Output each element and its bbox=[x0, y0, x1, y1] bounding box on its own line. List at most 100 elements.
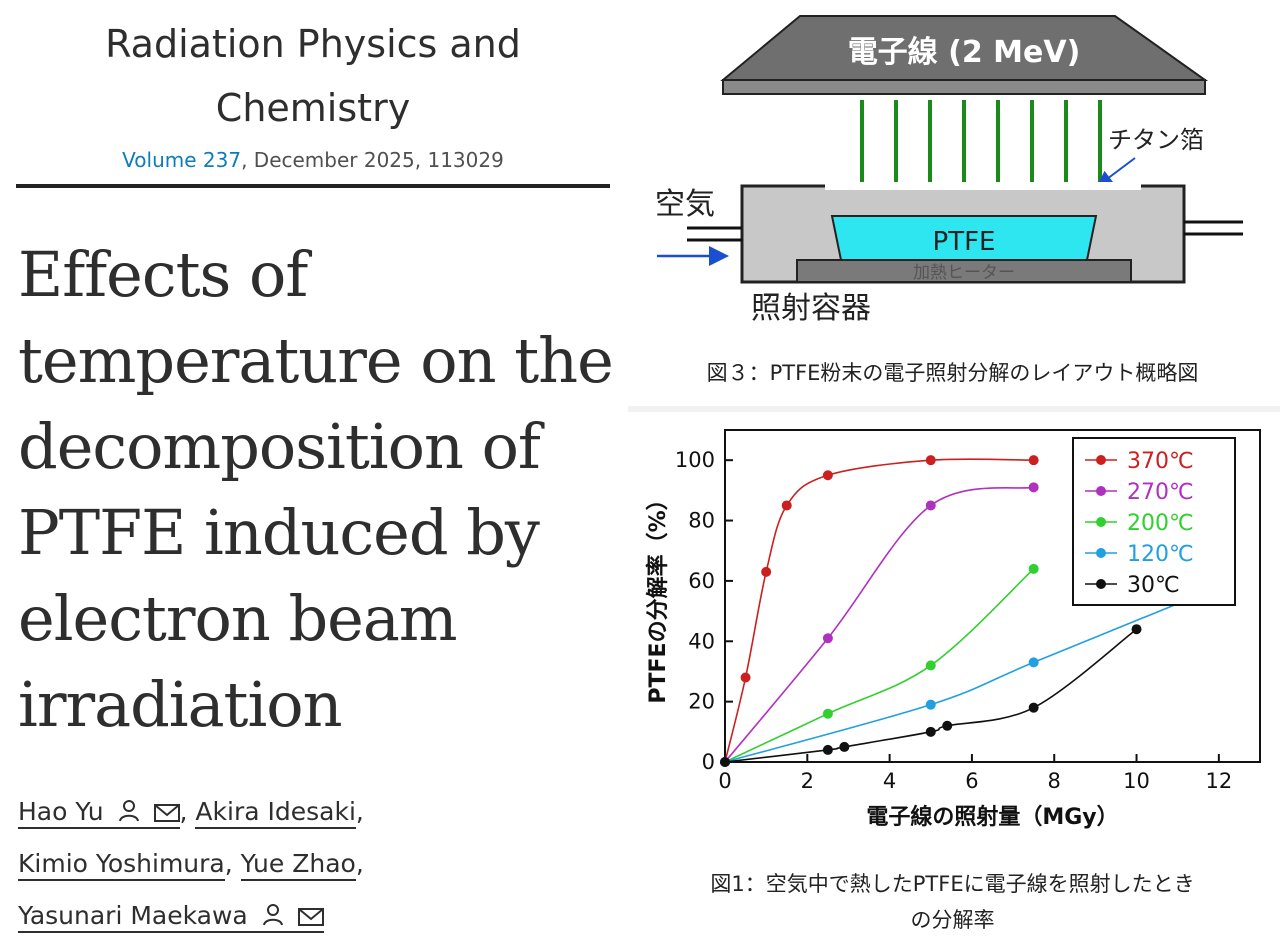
author-separator: , bbox=[355, 797, 364, 826]
gun-base bbox=[722, 79, 1206, 95]
mail-icon bbox=[297, 908, 324, 926]
y-tick-label: 40 bbox=[688, 629, 715, 653]
author-separator: , bbox=[355, 849, 364, 878]
journal-name[interactable]: Radiation Physics and Chemistry bbox=[18, 12, 608, 140]
figure3-diagram: 電子線 (2 MeV) チタン箔 PTFE 加熱ヒーター 空気 照射容器 bbox=[655, 15, 1243, 326]
vessel-label: 照射容器 bbox=[751, 291, 871, 326]
data-point bbox=[1028, 482, 1039, 493]
data-point bbox=[1131, 624, 1142, 635]
chart-legend: 370℃ 270℃ 200℃ 120℃ 30℃ bbox=[1072, 437, 1236, 606]
legend-label: 200℃ bbox=[1127, 511, 1194, 536]
series-line bbox=[724, 458, 1034, 763]
legend-swatch-marker bbox=[1096, 579, 1106, 589]
figure3-caption: 図３：PTFE粉末の電子照射分解のレイアウト概略図 bbox=[706, 361, 1199, 385]
beam-label: 電子線 (2 MeV) bbox=[848, 35, 1081, 70]
data-point bbox=[942, 720, 953, 731]
journal-name-line1: Radiation Physics and bbox=[105, 22, 521, 66]
series bbox=[720, 563, 1039, 767]
foil-label: チタン箔 bbox=[1108, 126, 1204, 154]
person-icon bbox=[262, 904, 283, 926]
data-point bbox=[1028, 657, 1039, 668]
volume-link[interactable]: Volume 237 bbox=[122, 148, 242, 172]
figure1-chart: 0 2 4 6 8 10 12 0 20 40 60 80 100 電子線の照射量（MGy） PTFEの分解… bbox=[645, 429, 1261, 830]
data-point bbox=[720, 757, 730, 767]
legend-label: 30℃ bbox=[1127, 573, 1180, 598]
data-point bbox=[822, 470, 833, 481]
data-point bbox=[839, 741, 850, 752]
y-tick-label: 100 bbox=[675, 448, 715, 472]
plot-frame bbox=[724, 429, 1261, 763]
y-axis-label: PTFEの分解率（%） bbox=[645, 488, 671, 703]
y-tick-label: 60 bbox=[688, 569, 715, 593]
data-point bbox=[781, 500, 792, 511]
x-tick-label: 4 bbox=[883, 769, 896, 793]
legend-swatch-marker bbox=[1096, 517, 1106, 527]
foil-pointer bbox=[1096, 157, 1136, 187]
person-icon bbox=[118, 800, 139, 822]
data-point bbox=[822, 708, 833, 719]
x-tick-label: 2 bbox=[801, 769, 814, 793]
mail-icon bbox=[153, 804, 180, 822]
author-link[interactable]: Hao Yu bbox=[18, 797, 180, 829]
data-point bbox=[925, 726, 936, 737]
title-line: decomposition of bbox=[18, 410, 541, 483]
titanium-foil-window bbox=[825, 182, 1141, 190]
author-separator: , bbox=[179, 797, 188, 826]
figure1-caption: 図1：空気中で熱したPTFEに電子線を照射したとき の分解率 bbox=[625, 866, 1280, 938]
legend-label: 270℃ bbox=[1127, 480, 1194, 505]
x-tick-label: 8 bbox=[1048, 769, 1061, 793]
data-point bbox=[822, 744, 833, 755]
author-link[interactable]: Kimio Yoshimura bbox=[18, 849, 225, 881]
x-tick-label: 12 bbox=[1205, 769, 1232, 793]
data-point bbox=[740, 672, 751, 683]
title-line: PTFE induced by bbox=[18, 496, 540, 569]
figure1-caption-line1: 図1：空気中で熱したPTFEに電子線を照射したとき bbox=[710, 872, 1195, 896]
x-tick-label: 10 bbox=[1123, 769, 1150, 793]
figure-separator bbox=[628, 406, 1280, 412]
data-point bbox=[1028, 702, 1039, 713]
data-point bbox=[761, 566, 772, 577]
heater bbox=[796, 259, 1132, 283]
legend-label: 120℃ bbox=[1127, 542, 1194, 567]
title-line: Effects of bbox=[18, 238, 308, 311]
y-tick-label: 20 bbox=[688, 690, 715, 714]
data-point bbox=[1028, 455, 1039, 466]
x-tick-label: 0 bbox=[718, 769, 731, 793]
series bbox=[720, 624, 1142, 767]
author-list: Hao Yu , Akira Idesaki, Kimio Yoshimura,… bbox=[18, 786, 618, 942]
legend-swatch-marker bbox=[1096, 455, 1106, 465]
data-point bbox=[925, 660, 936, 671]
data-point bbox=[925, 500, 936, 511]
title-line: temperature on the bbox=[18, 324, 614, 397]
author-link[interactable]: Yasunari Maekawa bbox=[18, 901, 324, 933]
series-line bbox=[724, 628, 1138, 763]
air-label: 空気 bbox=[655, 187, 715, 222]
series-line bbox=[724, 586, 1220, 763]
volume-info: Volume 237, December 2025, 113029 bbox=[18, 148, 608, 172]
data-point bbox=[925, 455, 936, 466]
article-header: Radiation Physics and Chemistry Volume 2… bbox=[0, 0, 625, 946]
author-separator: , bbox=[224, 849, 233, 878]
author-name: Yasunari Maekawa bbox=[18, 901, 248, 930]
x-tick-label: 6 bbox=[965, 769, 978, 793]
data-point bbox=[925, 699, 936, 710]
legend-swatch-marker bbox=[1096, 486, 1106, 496]
legend-label: 370℃ bbox=[1127, 449, 1194, 474]
series-line bbox=[724, 568, 1035, 763]
series bbox=[720, 482, 1039, 767]
figure1-caption-line2: の分解率 bbox=[910, 908, 995, 932]
series-line bbox=[724, 486, 1034, 763]
article-title: Effects of temperature on the decomposit… bbox=[18, 232, 618, 748]
title-line: irradiation bbox=[18, 668, 343, 741]
figures-panel: 電子線 (2 MeV) チタン箔 PTFE 加熱ヒーター 空気 照射容器 図３：… bbox=[625, 0, 1280, 946]
data-point bbox=[1028, 563, 1039, 574]
author-link[interactable]: Akira Idesaki bbox=[195, 797, 356, 829]
header-divider bbox=[16, 184, 610, 188]
author-name: Hao Yu bbox=[18, 797, 104, 826]
series bbox=[720, 586, 1220, 767]
x-axis-label: 電子線の照射量（MGy） bbox=[866, 804, 1118, 830]
data-point bbox=[822, 633, 833, 644]
author-link[interactable]: Yue Zhao bbox=[240, 849, 356, 881]
heater-label: 加熱ヒーター bbox=[913, 263, 1015, 283]
sample-label: PTFE bbox=[933, 227, 996, 257]
